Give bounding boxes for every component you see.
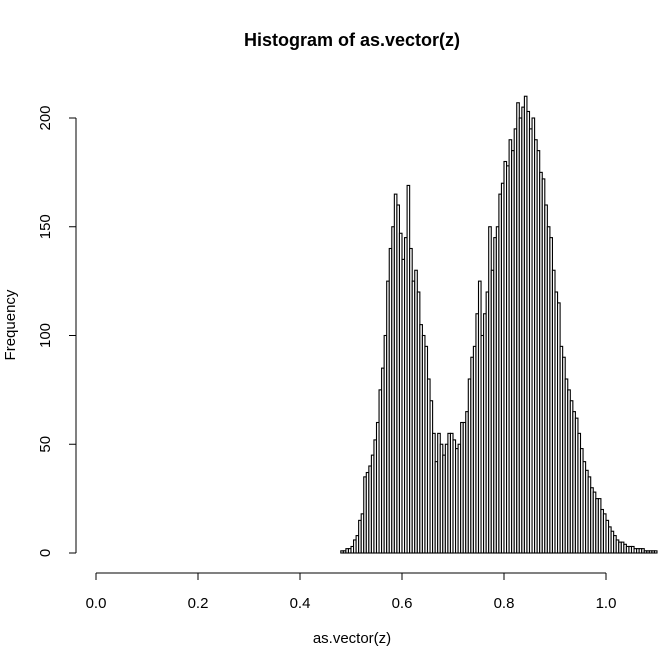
y-axis-label: Frequency — [2, 289, 19, 360]
histogram-bars — [340, 95, 658, 554]
x-tick-label: 0.8 — [494, 595, 515, 612]
x-tick-label: 1.0 — [596, 595, 617, 612]
y-tick-label: 50 — [37, 436, 54, 453]
y-tick-label: 100 — [37, 323, 54, 348]
x-tick-label: 0.6 — [392, 595, 413, 612]
x-axis-label: as.vector(z) — [313, 630, 391, 647]
y-tick-label: 200 — [37, 105, 54, 130]
x-axis: 0.0 0.2 0.4 0.6 0.8 1.0 — [86, 572, 617, 612]
y-tick-label: 0 — [37, 549, 54, 557]
histogram-bar — [653, 550, 658, 554]
y-axis: 0 50 100 150 200 — [37, 105, 77, 557]
x-tick-label: 0.2 — [188, 595, 209, 612]
x-tick-label: 0.0 — [86, 595, 107, 612]
y-tick-label: 150 — [37, 214, 54, 239]
x-tick-label: 0.4 — [290, 595, 311, 612]
chart-title: Histogram of as.vector(z) — [244, 30, 460, 50]
